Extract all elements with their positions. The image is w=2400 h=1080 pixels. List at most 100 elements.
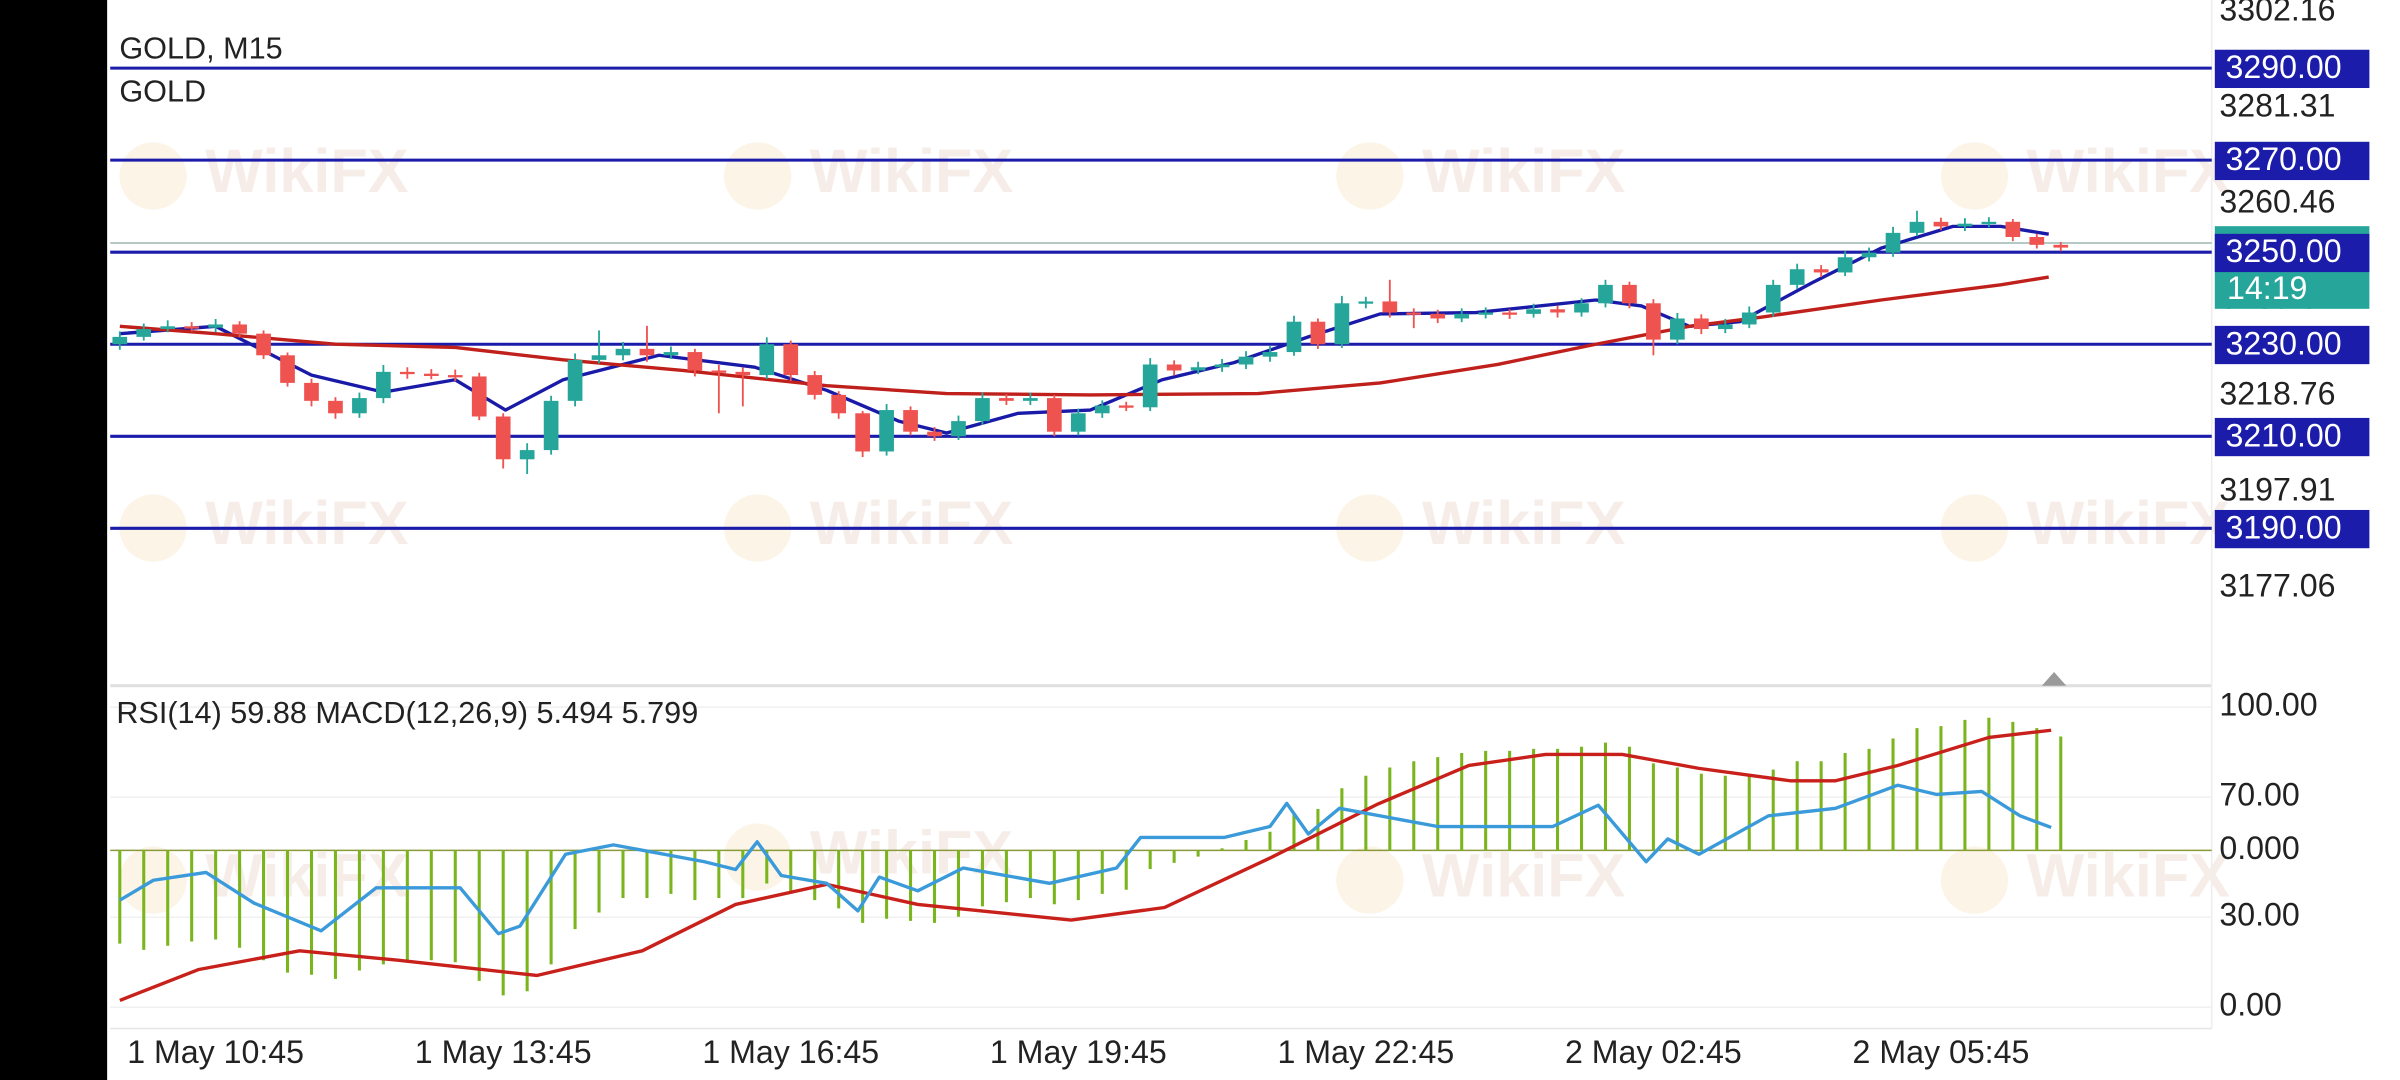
candle-body: [1166, 364, 1182, 371]
watermark-logo: [1336, 846, 1404, 914]
candle-body: [280, 355, 295, 383]
candle-body: [160, 326, 176, 330]
y-tick-label: 3260.46: [2219, 184, 2335, 220]
candle-body: [447, 375, 463, 378]
watermark-logo: [1336, 142, 1404, 210]
x-tick-label: 1 May 19:45: [990, 1034, 1167, 1070]
candle-body: [1885, 232, 1901, 253]
y-tick-label: 70.00: [2219, 777, 2299, 813]
level-label-box: [2214, 417, 2370, 457]
candle-body: [1574, 303, 1589, 313]
candle-body: [1262, 352, 1278, 357]
candle-body: [1406, 312, 1422, 315]
candle-body: [903, 410, 918, 432]
candle-body: [1502, 312, 1517, 315]
candle-body: [1046, 398, 1062, 432]
moving-average-line: [119, 275, 2049, 397]
candle-body: [879, 410, 894, 452]
candle-body: [1813, 269, 1829, 273]
candle-body: [687, 352, 703, 371]
candle-body: [1622, 284, 1637, 304]
y-tick-label: 3218.76: [2219, 375, 2335, 411]
candle-body: [999, 398, 1014, 401]
candle-body: [1070, 413, 1086, 432]
candle-body: [1717, 324, 1733, 330]
watermark-logo: [723, 142, 792, 210]
watermark-logo: [119, 142, 187, 210]
candle-body: [232, 324, 247, 334]
candle-body: [951, 421, 966, 437]
level-label: 3250.00: [2226, 233, 2342, 269]
indicator-title: RSI(14) 59.88 MACD(12,26,9) 5.494 5.799: [116, 696, 698, 730]
level-label: 3230.00: [2226, 325, 2342, 361]
watermark-text: WikiFX: [1422, 137, 1626, 205]
candle-body: [1286, 321, 1302, 353]
candle-body: [1190, 367, 1206, 371]
y-tick-label: 0.00: [2219, 987, 2282, 1023]
candle-body: [1430, 313, 1446, 319]
candle-body: [1310, 321, 1326, 345]
candle-body: [1478, 312, 1494, 315]
candle-body: [352, 398, 367, 414]
watermark-text: WikiFX: [1422, 489, 1626, 557]
level-label-box: [2214, 49, 2370, 89]
watermark-text: WikiFX: [810, 137, 1014, 205]
candle-body: [1957, 223, 1973, 227]
candle-body: [1382, 301, 1398, 313]
level-label-box: [2214, 325, 2370, 365]
candle-body: [975, 398, 990, 422]
left-edge: [0, 0, 108, 1080]
y-tick-label: 3197.91: [2219, 471, 2335, 507]
watermark-text: WikiFX: [810, 489, 1014, 557]
candle-body: [2029, 237, 2045, 245]
watermarks: WikiFX WikiFX WikiFX WikiFX WikiFX WikiFX Wiki…: [119, 137, 2230, 914]
y-tick-label: 3177.06: [2219, 567, 2335, 603]
level-label-box: [2214, 509, 2370, 549]
x-tick-label: 2 May 02:45: [1565, 1034, 1742, 1070]
candle-body: [1981, 221, 1997, 225]
candle-body: [495, 416, 511, 460]
candle-body: [1142, 364, 1158, 408]
candle-body: [927, 431, 942, 437]
candle-body: [1214, 364, 1230, 368]
candle-body: [304, 382, 319, 401]
indicator-line: [119, 728, 2052, 1002]
candle-body: [1238, 356, 1254, 365]
candle-body: [1933, 221, 1949, 227]
candle-body: [1094, 405, 1110, 414]
candle-body: [399, 371, 415, 375]
watermark-logo: [1940, 142, 2009, 210]
candle-body: [1598, 284, 1613, 304]
candle-body: [663, 352, 679, 356]
watermark-text: WikiFX: [205, 841, 409, 909]
candle-body: [1837, 257, 1853, 273]
candle-body: [855, 413, 870, 452]
panel-resize-handle[interactable]: [2041, 671, 2067, 686]
candle-body: [208, 324, 223, 328]
candle-body: [1741, 312, 1757, 325]
y-tick-label: 3302.16: [2219, 0, 2335, 28]
candle-body: [519, 450, 535, 460]
level-label-box: [2214, 233, 2370, 273]
candle-body: [1118, 405, 1134, 408]
candle-body: [112, 336, 128, 345]
indicator-line: [118, 783, 2052, 936]
candle-body: [184, 326, 200, 329]
watermark-text: WikiFX: [2027, 841, 2231, 909]
candle-body: [1693, 318, 1709, 330]
candle-body: [136, 329, 152, 337]
candle-body: [1550, 309, 1565, 313]
x-tick-label: 2 May 05:45: [1853, 1034, 2030, 1070]
candle-body: [831, 394, 847, 414]
candle-body: [759, 344, 775, 376]
watermark-text: WikiFX: [2027, 137, 2231, 205]
candle-body: [1765, 284, 1781, 313]
candle-body: [328, 400, 343, 414]
candle-body: [639, 348, 655, 356]
watermark-text: WikiFX: [205, 137, 409, 205]
level-label: 3210.00: [2226, 417, 2342, 453]
candle-body: [423, 373, 439, 376]
countdown-label: 14:19: [2227, 270, 2307, 306]
